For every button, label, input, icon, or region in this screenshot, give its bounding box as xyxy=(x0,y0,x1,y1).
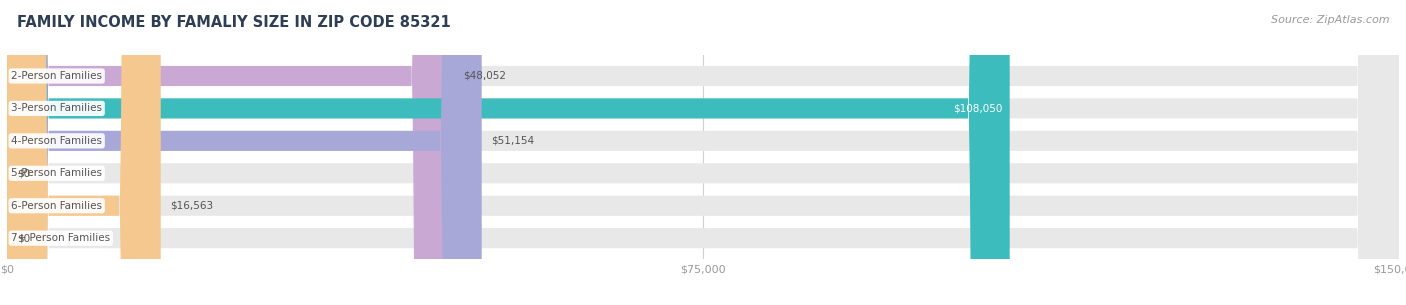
Text: $0: $0 xyxy=(17,168,30,178)
FancyBboxPatch shape xyxy=(7,0,482,305)
FancyBboxPatch shape xyxy=(7,0,160,305)
FancyBboxPatch shape xyxy=(7,0,453,305)
Text: 5-Person Families: 5-Person Families xyxy=(11,168,103,178)
Text: 3-Person Families: 3-Person Families xyxy=(11,103,103,113)
Text: 6-Person Families: 6-Person Families xyxy=(11,201,103,211)
Text: $0: $0 xyxy=(17,233,30,243)
Text: FAMILY INCOME BY FAMALIY SIZE IN ZIP CODE 85321: FAMILY INCOME BY FAMALIY SIZE IN ZIP COD… xyxy=(17,15,450,30)
Text: Source: ZipAtlas.com: Source: ZipAtlas.com xyxy=(1271,15,1389,25)
Text: $16,563: $16,563 xyxy=(170,201,214,211)
FancyBboxPatch shape xyxy=(7,0,1399,305)
FancyBboxPatch shape xyxy=(7,0,1399,305)
FancyBboxPatch shape xyxy=(7,0,1399,305)
Text: 7+ Person Families: 7+ Person Families xyxy=(11,233,110,243)
Text: 2-Person Families: 2-Person Families xyxy=(11,71,103,81)
FancyBboxPatch shape xyxy=(7,0,1399,305)
Text: $108,050: $108,050 xyxy=(953,103,1002,113)
Text: $51,154: $51,154 xyxy=(492,136,534,146)
FancyBboxPatch shape xyxy=(7,0,1010,305)
FancyBboxPatch shape xyxy=(7,0,1399,305)
FancyBboxPatch shape xyxy=(7,0,1399,305)
Text: $48,052: $48,052 xyxy=(463,71,506,81)
Text: 4-Person Families: 4-Person Families xyxy=(11,136,103,146)
